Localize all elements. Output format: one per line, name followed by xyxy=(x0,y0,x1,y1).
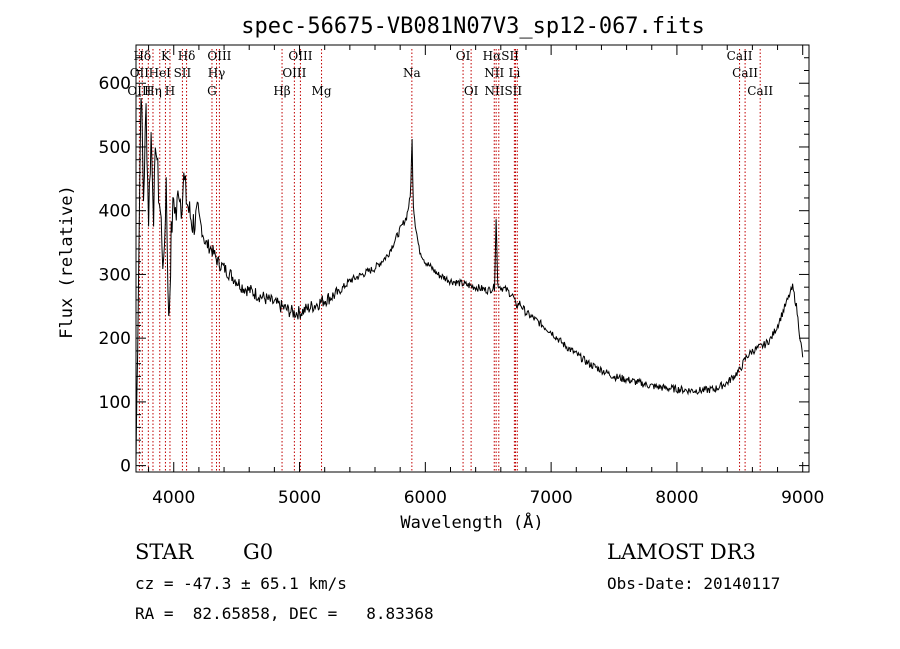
x-axis-label: Wavelength (Å) xyxy=(400,511,543,533)
x-tick-label: 4000 xyxy=(152,488,195,508)
spectral-line-label: Hβ xyxy=(273,84,290,98)
spectral-line-label: NII xyxy=(484,66,504,80)
y-tick-label: 0 xyxy=(120,457,131,477)
spectral-line-label: Hδ xyxy=(133,49,151,63)
x-tick-label: 5000 xyxy=(278,488,321,508)
object-subclass: G0 xyxy=(243,540,274,564)
spectral-line-label: CaII xyxy=(727,49,753,63)
y-tick-label: 300 xyxy=(99,265,131,285)
spectral-line-label: HeI xyxy=(149,66,172,80)
object-class: STAR xyxy=(135,540,194,564)
spectral-line-label: G xyxy=(207,84,217,98)
spectral-line-label: OI xyxy=(464,84,479,98)
redshift-velocity: cz = -47.3 ± 65.1 km/s xyxy=(135,574,347,593)
y-axis-label: Flux (relative) xyxy=(57,185,77,339)
x-tick-label: 6000 xyxy=(404,488,447,508)
spectral-line-label: Li xyxy=(508,66,520,80)
spectral-line-label: SII xyxy=(174,66,192,80)
x-tick-label: 8000 xyxy=(655,488,698,508)
y-tick-label: 200 xyxy=(99,329,131,349)
plot-frame xyxy=(135,44,810,473)
spectrum-series-line xyxy=(135,97,804,463)
spectral-line-label: OII xyxy=(130,66,150,80)
spectral-line-label: Na xyxy=(403,66,421,80)
spectral-line-label: OI xyxy=(456,49,471,63)
spectral-line-label: Hη xyxy=(144,84,162,98)
spectral-line-labels: Hδ K Hδ OIII OIII OI HαSII CaII OII HeI SII Hγ OIII N… xyxy=(127,49,773,98)
spectral-line-label: CaII xyxy=(732,66,758,80)
spectral-line-label: OIII xyxy=(288,49,312,63)
x-tick-label: 9000 xyxy=(781,488,824,508)
spectral-line-label: H xyxy=(165,84,175,98)
spectral-line-label: Hγ xyxy=(208,66,226,80)
spectral-line-label: HαSII xyxy=(483,49,520,63)
y-tick-label: 100 xyxy=(99,393,131,413)
spectral-line-label: OIII xyxy=(127,84,151,98)
survey-name: LAMOST DR3 xyxy=(607,540,756,564)
spectral-line-label: NIISII xyxy=(484,84,522,98)
x-axis-ticks: 4000 5000 6000 7000 8000 9000 xyxy=(148,45,824,508)
spectral-line-label: OIII xyxy=(207,49,231,63)
chart-title: spec-56675-VB081N07V3_sp12-067.fits xyxy=(241,14,705,39)
spectral-line-label: Mg xyxy=(312,84,332,98)
y-tick-label: 600 xyxy=(99,74,131,94)
coordinates: RA = 82.65858, DEC = 8.83368 xyxy=(135,604,434,623)
x-tick-label: 7000 xyxy=(529,488,572,508)
spectral-line-label: OIII xyxy=(282,66,306,80)
spectral-line-label: Hδ xyxy=(178,49,196,63)
observation-date: Obs-Date: 20140117 xyxy=(607,574,781,593)
y-tick-label: 400 xyxy=(99,202,131,222)
spectral-line-label: K xyxy=(161,49,171,63)
spectral-line-markers xyxy=(138,49,761,472)
y-tick-label: 500 xyxy=(99,138,131,158)
spectral-line-label: CaII xyxy=(747,84,773,98)
y-axis-ticks: 0 100 200 300 400 500 600 xyxy=(99,57,809,477)
